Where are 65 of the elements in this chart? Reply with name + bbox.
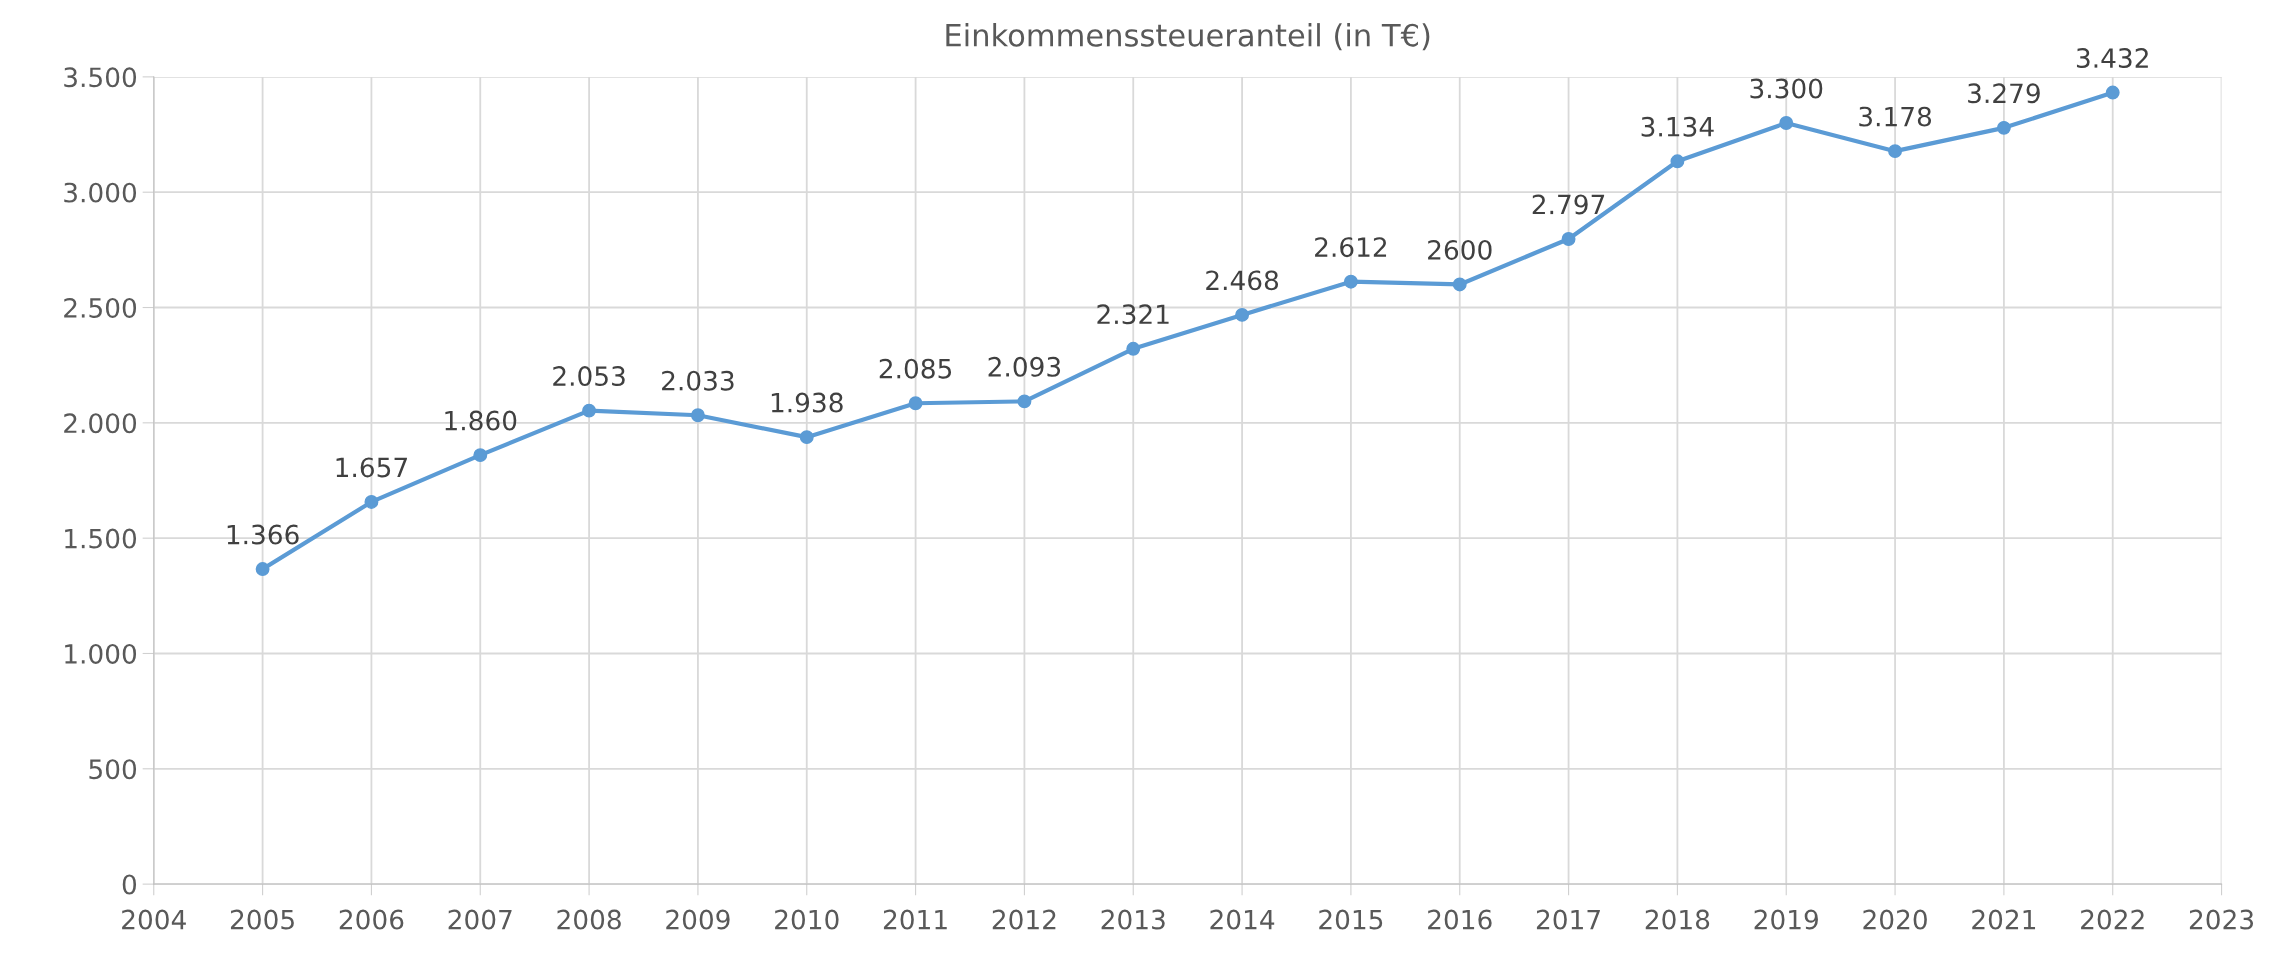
y-tick-label: 1.000 [65,643,137,664]
x-tick-label: 2011 [883,909,947,930]
data-label: 2600 [1428,239,1492,260]
data-label: 2.797 [1532,194,1605,215]
x-tick-label: 2020 [1863,909,1927,930]
point [2105,85,2120,100]
y-tick-label: 3.000 [64,182,137,203]
point [1126,341,1141,356]
point [908,396,923,411]
x-tick-label: 2012 [992,909,1056,930]
point [582,403,597,418]
x-tick-label: 2017 [1536,909,1600,930]
data-label: 1.938 [771,392,843,413]
y-tick-label: 1.500 [65,528,137,549]
x-tick-label: 2018 [1645,909,1710,930]
y-tick-label: 3.500 [64,67,137,88]
data-label: 3.134 [1641,116,1714,137]
x-tick-label: 2019 [1754,909,1818,930]
y-tick-label: 2.000 [64,413,137,434]
x-tick-label: 2006 [339,909,404,930]
x-tick-label: 2010 [775,909,839,930]
data-label: 2.468 [1206,270,1279,291]
data-label: 2.321 [1097,304,1169,325]
x-tick-label: 2016 [1428,909,1492,930]
data-label: 2.093 [988,356,1061,377]
x-tick-label: 2008 [557,909,621,930]
point [799,430,814,445]
data-label: 3.279 [1968,83,2040,104]
data-label: 1.657 [336,457,407,478]
point [1561,232,1576,246]
data-label: 1.860 [445,410,517,431]
data-label: 2.033 [662,370,734,391]
point [364,495,379,509]
y-tick-label: 500 [89,759,137,780]
x-tick-label: 2004 [122,909,186,930]
data-label: 2.612 [1315,237,1387,258]
data-label: 2.053 [553,366,625,387]
x-tick-label: 2021 [1972,909,2036,930]
point [473,448,488,463]
x-tick-label: 2007 [448,909,512,930]
x-tick-label: 2005 [230,909,294,930]
point [1343,274,1358,289]
point [1452,277,1467,292]
y-tick-label: 2.500 [64,297,137,318]
data-label: 3.300 [1750,78,1823,99]
data-label: 3.178 [1859,106,1932,127]
x-tick-label: 2022 [2081,909,2144,930]
x-tick-label: 2013 [1101,909,1165,930]
data-label: 2.085 [879,358,952,379]
point [1235,307,1250,322]
point [255,562,270,577]
data-label: 1.366 [227,524,299,545]
point [1996,120,2011,135]
x-tick-label: 2023 [2189,909,2254,930]
chart-title: Einkommenssteueranteil (in T€) [946,23,1430,51]
point [1888,144,1903,159]
y-tick-label: 0 [122,874,137,895]
x-tick-label: 2014 [1210,909,1275,930]
point [1017,394,1032,409]
data-label: 3.432 [2076,48,2148,69]
point [690,408,705,423]
point [1670,154,1685,169]
x-tick-label: 2015 [1319,909,1383,930]
x-tick-label: 2009 [666,909,730,930]
point [1779,116,1794,130]
